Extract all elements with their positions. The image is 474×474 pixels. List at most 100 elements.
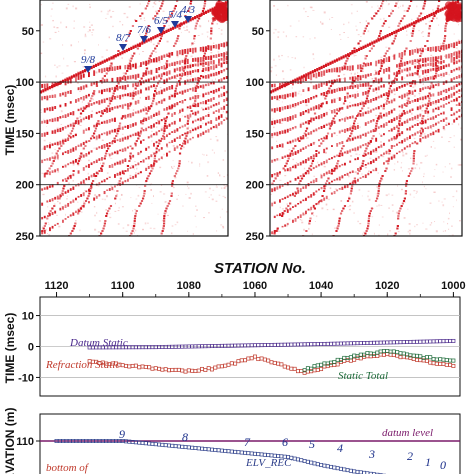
wiggle-trace (72, 111, 75, 116)
noise-speck (180, 15, 183, 17)
wiggle-trace (197, 110, 200, 114)
first-break-trace (272, 89, 275, 93)
noise-speck (126, 16, 129, 19)
noise-speck (151, 130, 153, 132)
noise-speck (378, 234, 380, 236)
noise-speck (134, 19, 136, 22)
wiggle-trace (116, 190, 119, 192)
noise-speck (61, 72, 64, 74)
wiggle-trace (276, 214, 279, 217)
wiggle-trace (225, 56, 228, 61)
noise-speck (395, 212, 398, 214)
wiggle-trace (341, 163, 344, 166)
first-break-trace (70, 75, 73, 79)
wiggle-trace (411, 90, 414, 95)
noise-speck (385, 0, 387, 2)
wiggle-trace (223, 42, 226, 48)
noise-speck (78, 41, 79, 43)
wiggle-trace (455, 84, 458, 88)
wiggle-trace (339, 150, 343, 152)
wiggle-trace (93, 197, 96, 201)
wiggle-trace (158, 111, 161, 116)
wiggle-trace (62, 179, 64, 182)
wiggle-trace (351, 115, 354, 119)
wiggle-trace (178, 27, 181, 30)
wiggle-trace (212, 125, 215, 129)
wiggle-trace (166, 152, 168, 157)
wiggle-trace (414, 22, 417, 25)
wiggle-trace (155, 131, 158, 136)
wiggle-trace (220, 62, 223, 68)
noise-speck (169, 203, 172, 205)
wiggle-trace (330, 172, 333, 175)
noise-speck (95, 71, 98, 74)
wiggle-trace (194, 97, 197, 100)
wiggle-trace (302, 100, 305, 103)
wiggle-trace (442, 81, 445, 85)
wiggle-trace (266, 85, 268, 90)
noise-speck (166, 28, 168, 31)
wiggle-trace (119, 127, 122, 130)
noise-speck (84, 52, 86, 55)
wiggle-trace (437, 91, 440, 96)
noise-speck (453, 51, 456, 53)
wiggle-trace (398, 123, 401, 127)
noise-speck (393, 41, 395, 44)
elevation-y-axis: 110 (16, 436, 40, 448)
noise-speck (340, 78, 342, 80)
wiggle-trace (363, 155, 366, 157)
wiggle-trace (179, 147, 183, 150)
wiggle-trace (292, 80, 294, 86)
noise-speck (312, 53, 315, 56)
wiggle-trace (170, 12, 174, 15)
wiggle-trace (147, 60, 150, 62)
statics-series (87, 338, 456, 375)
noise-speck (272, 118, 274, 120)
wiggle-trace (127, 67, 130, 70)
noise-speck (360, 100, 363, 102)
wiggle-trace (156, 82, 160, 85)
wiggle-trace (271, 159, 274, 163)
wiggle-trace (411, 30, 415, 32)
noise-speck (42, 147, 45, 149)
wiggle-trace (47, 215, 50, 217)
wiggle-trace (273, 108, 276, 113)
wiggle-trace (153, 162, 156, 165)
wiggle-trace (307, 208, 310, 211)
wiggle-trace (422, 7, 425, 10)
wiggle-trace (285, 207, 288, 210)
first-break-label: 9/8 (81, 54, 96, 66)
wiggle-trace (114, 197, 117, 200)
noise-speck (383, 17, 385, 20)
wiggle-trace (318, 104, 320, 108)
wiggle-trace (453, 85, 456, 90)
wiggle-trace (199, 117, 202, 122)
wiggle-trace (416, 65, 419, 70)
wiggle-trace (279, 95, 281, 99)
wiggle-trace (273, 83, 276, 88)
wiggle-trace (435, 70, 438, 72)
wiggle-trace (197, 94, 200, 99)
noise-speck (129, 174, 132, 177)
wiggle-trace (390, 147, 393, 149)
wiggle-trace (437, 74, 440, 77)
wiggle-trace (305, 146, 307, 149)
wiggle-trace (184, 141, 187, 145)
wiggle-trace (87, 102, 90, 105)
wiggle-trace (380, 115, 383, 119)
wiggle-trace (101, 77, 104, 80)
wiggle-trace (137, 162, 140, 166)
wiggle-trace (417, 62, 421, 65)
wiggle-trace (349, 138, 352, 142)
wiggle-trace (399, 207, 402, 210)
wiggle-trace (398, 67, 401, 70)
wiggle-trace (197, 76, 200, 81)
noise-speck (430, 222, 433, 224)
wiggle-trace (271, 108, 274, 112)
wiggle-trace (440, 60, 443, 65)
noise-speck (121, 57, 123, 60)
noise-speck (279, 59, 281, 61)
wiggle-trace (286, 160, 289, 162)
wiggle-trace (419, 55, 422, 57)
wiggle-trace (326, 180, 329, 182)
